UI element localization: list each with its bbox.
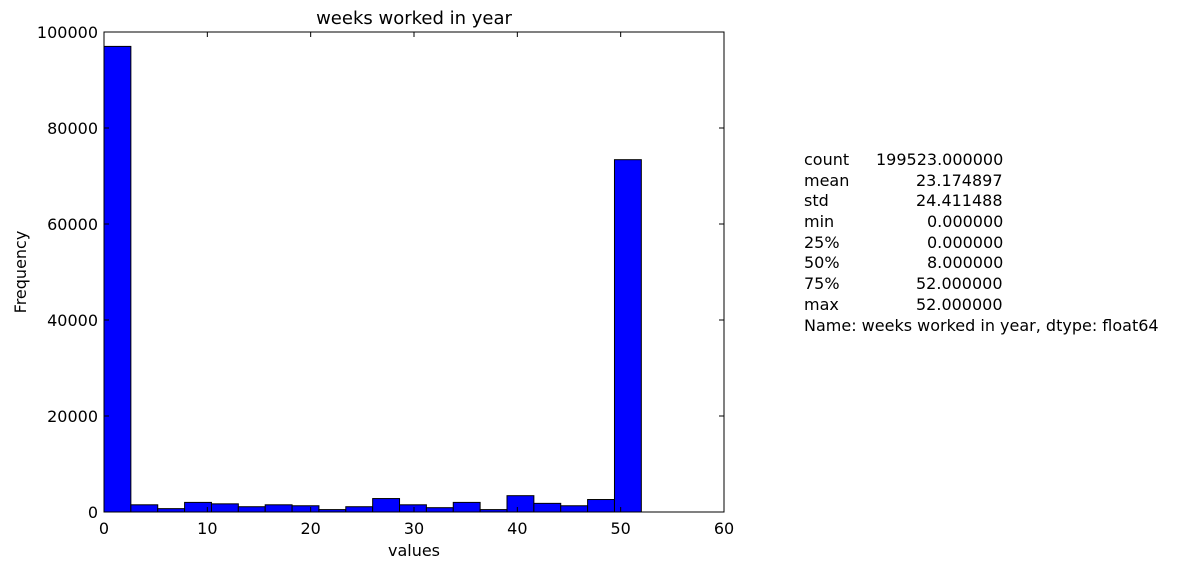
stat-value: 8.000000 <box>927 253 1004 273</box>
x-tick-label: 20 <box>300 519 320 538</box>
stat-label: 25% <box>804 232 840 252</box>
x-tick-label: 10 <box>197 519 217 538</box>
histogram-bar <box>613 159 642 513</box>
bars-group <box>103 45 642 513</box>
x-tick-label: 30 <box>404 519 424 538</box>
y-tick-label: 100000 <box>37 23 98 42</box>
histogram-bar <box>372 498 401 513</box>
histogram-bar <box>291 505 320 513</box>
x-tick-label: 0 <box>99 519 109 538</box>
histogram-bar <box>103 45 132 513</box>
stat-label: count <box>804 150 850 169</box>
stat-label: min <box>804 212 835 232</box>
x-tick-label: 50 <box>610 519 630 538</box>
histogram-bar <box>210 503 239 513</box>
stat-row: count 199523.000000 <box>804 150 1159 171</box>
x-tick-labels: 0 10 20 30 40 50 60 <box>99 519 734 538</box>
stat-row: 75% 52.000000 <box>804 274 1159 295</box>
histogram-bar <box>506 495 535 513</box>
y-tick-label: 40000 <box>47 311 98 330</box>
stat-row: 25% 0.000000 <box>804 233 1159 254</box>
histogram-bar <box>533 502 562 513</box>
stat-label: mean <box>804 170 850 190</box>
stat-row: 50% 8.000000 <box>804 253 1159 274</box>
stat-row: max 52.000000 <box>804 295 1159 316</box>
histogram-bar <box>452 501 481 513</box>
y-axis-label: Frequency <box>11 231 30 314</box>
histogram-bar <box>237 506 266 513</box>
stat-row: std 24.411488 <box>804 191 1159 212</box>
stat-footer: Name: weeks worked in year, dtype: float… <box>804 315 1159 335</box>
stat-label: 75% <box>804 274 840 294</box>
histogram-bar <box>264 504 293 513</box>
histogram-bar <box>560 505 589 513</box>
histogram-bar <box>587 499 615 513</box>
stat-row: min 0.000000 <box>804 212 1159 233</box>
stat-value: 0.000000 <box>927 232 1004 252</box>
stat-value: 23.174897 <box>916 170 1003 190</box>
y-tick-label: 60000 <box>47 215 98 234</box>
y-tick-label: 80000 <box>47 119 98 138</box>
histogram-bar <box>345 506 374 513</box>
stat-value: 52.000000 <box>916 274 1003 294</box>
stat-value: 52.000000 <box>916 294 1003 314</box>
stat-value: 24.411488 <box>916 191 1003 211</box>
stat-value: 0.000000 <box>927 212 1004 232</box>
histogram-bar <box>399 504 427 513</box>
histogram-bar <box>130 504 159 513</box>
y-tick-labels: 0 20000 40000 60000 80000 100000 <box>37 23 98 522</box>
chart-title: weeks worked in year <box>316 8 512 29</box>
x-tick-label: 60 <box>714 519 734 538</box>
histogram-bar <box>425 507 454 513</box>
histogram-bar <box>157 508 186 513</box>
y-tick-label: 0 <box>88 503 98 522</box>
describe-stats-panel: count 199523.000000 mean 23.174897 std 24.411… <box>804 150 1159 336</box>
plot-frame <box>103 31 725 513</box>
stat-label: std <box>804 191 829 211</box>
stat-label: 50% <box>804 253 840 273</box>
y-tick-label: 20000 <box>47 407 98 426</box>
x-axis-label: values <box>388 541 440 560</box>
stat-label: max <box>804 294 839 314</box>
stat-row: mean 23.174897 <box>804 171 1159 192</box>
stat-value: 199523.000000 <box>876 150 1004 169</box>
x-tick-label: 40 <box>507 519 527 538</box>
